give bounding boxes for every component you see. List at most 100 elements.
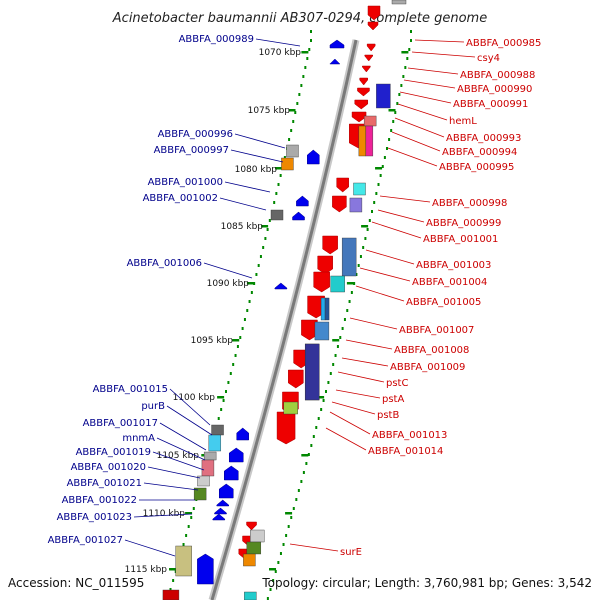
kbp-tick [361,225,369,228]
track-dot [290,516,293,519]
track-dot [182,543,185,546]
gene-block [175,545,192,577]
gene-label[interactable]: pstB [377,410,399,421]
track-dot [234,354,237,357]
gene-label[interactable]: ABBFA_000993 [446,133,521,144]
gene-label[interactable]: ABBFA_001022 [62,495,137,506]
gene-block [246,541,262,555]
gene-label[interactable]: ABBFA_001003 [416,260,491,271]
track-dot [336,345,339,348]
track-dot [302,471,305,474]
track-dot [383,156,386,159]
gene-label[interactable]: ABBFA_000989 [179,34,254,45]
gene-label[interactable]: ABBFA_000990 [457,84,532,95]
gene-label[interactable]: ABBFA_001014 [368,446,443,457]
gene-label[interactable]: ABBFA_001020 [71,462,146,473]
kbp-axis: 1070 kbp 1075 kbp 1080 kbp 1085 kbp 1090… [125,48,302,575]
leader-line [379,195,431,203]
leader-line [335,389,381,399]
gene-block [283,401,298,415]
gene-arrow-forward [359,77,368,86]
gene-label[interactable]: ABBFA_001019 [76,447,151,458]
gene-label[interactable]: ABBFA_001013 [372,430,447,441]
gene-block [211,424,224,436]
kbp-tick [246,282,254,285]
track-dot [410,39,412,42]
track-dot [290,129,293,132]
gene-label[interactable]: pstC [386,378,408,389]
track-dot [277,183,280,186]
leader-line [355,285,405,302]
gene-label[interactable]: mnmA [122,433,155,444]
kbp-label: 1105 kbp [157,451,200,461]
gene-label[interactable]: ABBFA_000996 [158,129,233,140]
gene-label[interactable]: ABBFA_000995 [439,162,514,173]
gene-block [304,343,320,401]
gene-label[interactable]: csy4 [477,53,500,64]
track-dot [350,291,353,294]
gene-label[interactable]: ABBFA_001023 [57,512,132,523]
track-dot [396,102,399,105]
gene-label[interactable]: hemL [449,116,477,127]
gene-label[interactable]: ABBFA_001000 [148,177,223,188]
kbp-label: 1070 kbp [259,48,302,58]
track-dot [327,381,330,384]
leader-line [394,117,445,138]
leader-line [289,543,339,552]
track-dot [359,255,362,258]
gene-label[interactable]: ABBFA_001001 [423,234,498,245]
leader-line [387,147,438,167]
gene-label[interactable]: purB [141,401,165,412]
gene-label[interactable]: ABBFA_001015 [93,384,168,395]
kbp-tick [401,51,409,54]
gene-block [193,487,207,501]
track-dot [250,291,253,294]
track-dot [236,345,239,348]
gene-label[interactable]: ABBFA_001006 [127,258,202,269]
gene-label[interactable]: ABBFA_001027 [48,535,123,546]
gene-label[interactable]: pstA [382,394,404,405]
gene-label[interactable]: ABBFA_000985 [466,38,541,49]
gene-label[interactable]: ABBFA_000991 [453,99,528,110]
track-dot [364,237,367,240]
kbp-label: 1095 kbp [191,336,234,346]
track-dot [332,363,335,366]
gene-label[interactable]: surE [340,547,362,558]
gene-label[interactable]: ABBFA_001004 [412,277,487,288]
gene-arrow-forward [322,235,338,255]
gene-label[interactable]: ABBFA_001005 [406,297,481,308]
track-dot [279,174,282,177]
left-gene-labels: ABBFA_000989 ABBFA_000996 ABBFA_000997 A… [48,34,254,546]
track-dot [298,93,301,96]
gene-arrow-forward [246,521,257,531]
right-gene-labels: ABBFA_000985 csy4 ABBFA_000988 ABBFA_000… [340,38,541,558]
track-dot [317,417,320,420]
gene-label[interactable]: ABBFA_001002 [143,193,218,204]
track-dot [346,309,349,312]
gene-label[interactable]: ABBFA_001017 [83,418,158,429]
gene-block [365,125,374,157]
gene-label[interactable]: ABBFA_001007 [399,325,474,336]
gene-label[interactable]: ABBFA_000988 [460,70,535,81]
gene-label[interactable]: ABBFA_001009 [390,362,465,373]
track-dot [398,93,401,96]
gene-block [353,182,366,196]
track-dot [227,381,230,384]
gene-label[interactable]: ABBFA_000999 [426,218,501,229]
gene-label[interactable]: ABBFA_001021 [67,478,142,489]
gene-label[interactable]: ABBFA_000994 [442,147,517,158]
track-dot [239,336,242,339]
kbp-tick [301,51,309,54]
gene-label[interactable]: ABBFA_000998 [432,198,507,209]
track-dot [390,129,393,132]
leader-line [349,317,398,330]
track-dot [282,543,285,546]
gene-block [320,297,326,321]
leader-line [403,79,456,89]
gene-block [286,144,299,158]
gene-label[interactable]: ABBFA_001008 [394,345,469,356]
track-dot [292,120,295,123]
gene-label[interactable]: ABBFA_000997 [154,145,229,156]
